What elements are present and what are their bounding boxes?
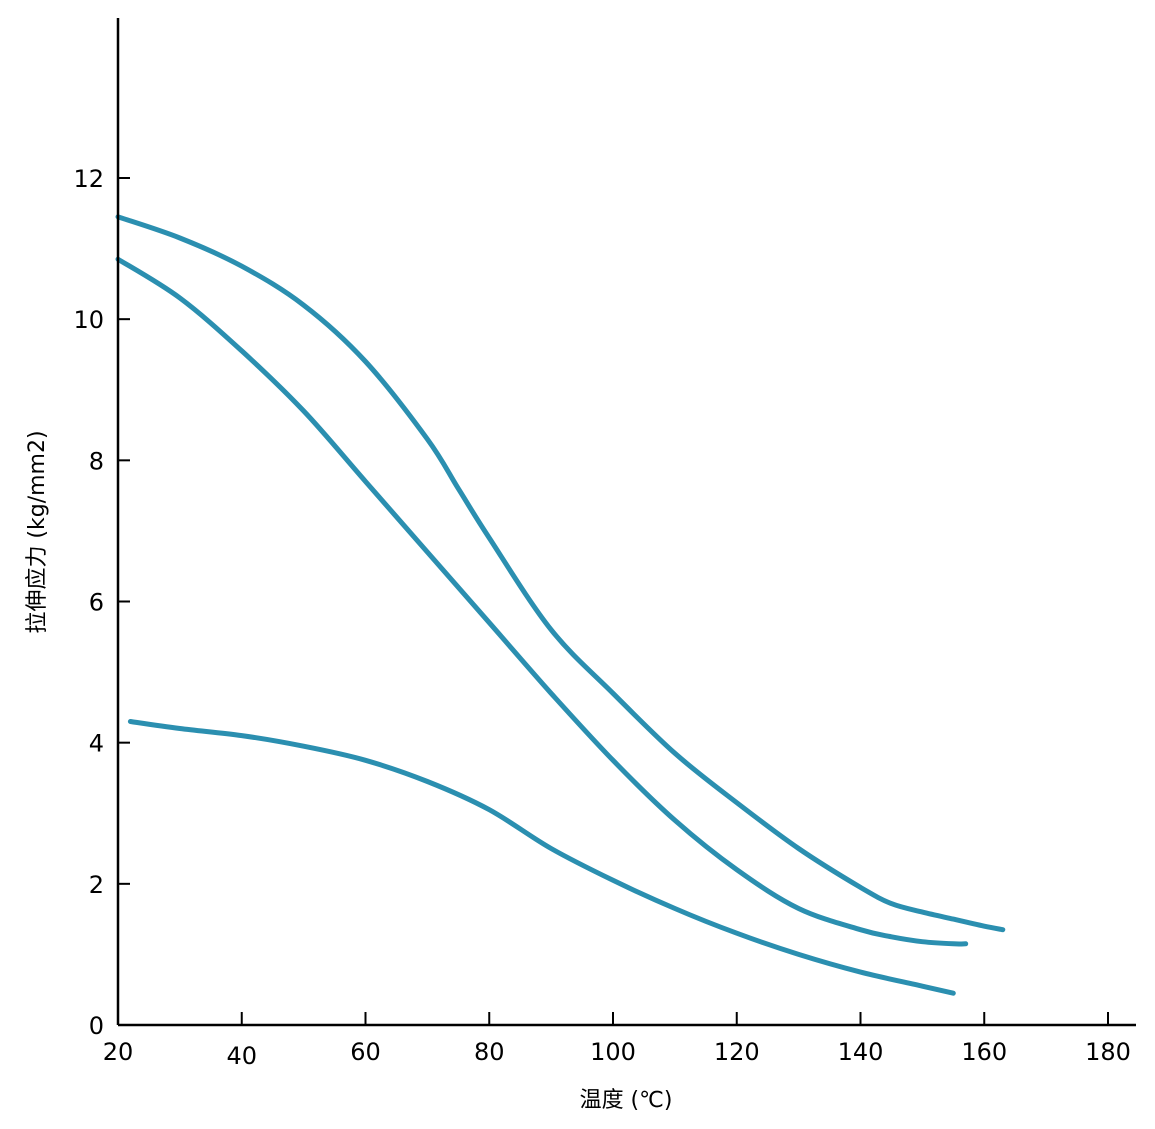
series-line-1 [115,214,1006,933]
y-axis-ticks: 0 2 4 6 8 10 12 [73,165,130,1040]
y-tick-label: 12 [73,165,104,193]
y-tick-label: 8 [89,447,104,475]
x-tick-label: 160 [961,1038,1007,1066]
x-tick-label: 120 [714,1038,760,1066]
plot-lines [115,214,1006,996]
y-tick-label: 2 [89,871,104,899]
x-tick-label: 180 [1085,1038,1131,1066]
x-tick-label: 60 [350,1038,381,1066]
y-tick-label: 10 [73,306,104,334]
y-axis-title: 拉伸应力 (kg/mm2) [25,430,50,633]
x-tick-label: 80 [474,1038,505,1066]
x-axis-title: 温度 (℃) [580,1088,673,1113]
series-line-2 [115,256,969,947]
x-tick-label: 140 [838,1038,884,1066]
x-axis-ticks: 20 40 60 80 100 120 140 160 180 [103,1012,1131,1070]
x-tick-label: 20 [103,1038,134,1066]
x-tick-label: 100 [590,1038,636,1066]
y-tick-label: 4 [89,730,104,758]
x-tick-label: 40 [226,1042,257,1070]
series-line-3 [127,719,956,996]
y-tick-label: 6 [89,589,104,617]
y-tick-label: 0 [89,1012,104,1040]
